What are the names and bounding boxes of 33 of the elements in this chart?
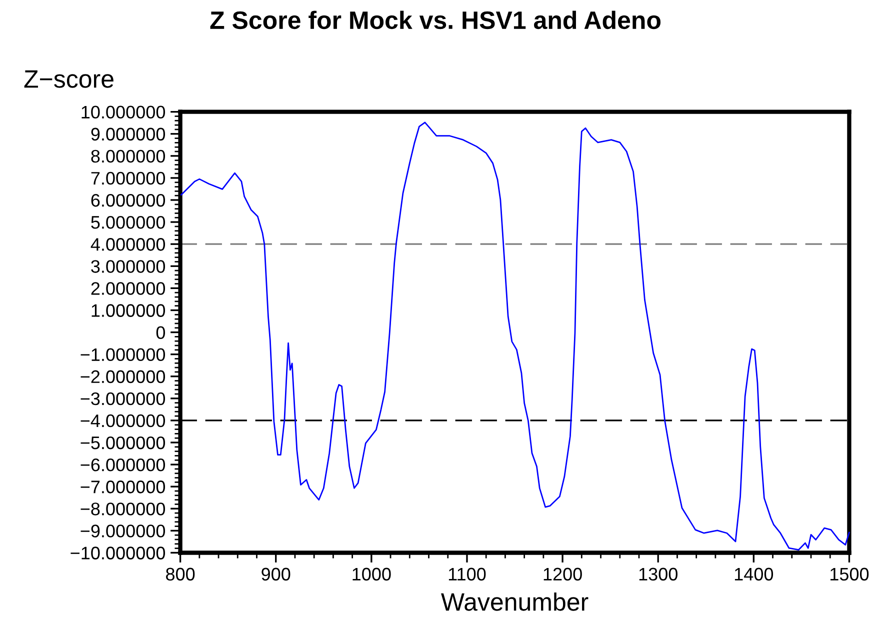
y-tick-label: −2.000000 — [80, 370, 166, 384]
y-tick-label: −4.000000 — [80, 414, 166, 428]
y-tick-label: −7.000000 — [80, 480, 166, 494]
y-tick-label: −9.000000 — [80, 524, 166, 538]
y-tick-label: 3.000000 — [91, 260, 166, 273]
y-tick-label: 2.000000 — [91, 282, 166, 295]
y-tick-label: 5.000000 — [91, 216, 166, 229]
y-tick-label: −6.000000 — [80, 458, 166, 472]
y-tick-label: −8.000000 — [80, 502, 166, 516]
x-tick-label: 1400 — [734, 568, 774, 581]
x-axis-title: Wavenumber — [441, 592, 588, 611]
y-tick-label: 8.000000 — [91, 150, 166, 163]
y-tick-label: −3.000000 — [80, 392, 166, 406]
chart-title: Z Score for Mock vs. HSV1 and Adeno — [210, 10, 661, 30]
y-tick-label: 6.000000 — [91, 194, 166, 207]
y-tick-label: −10.000000 — [70, 546, 166, 560]
x-tick-label: 900 — [262, 568, 290, 581]
y-tick-label: 10.000000 — [82, 106, 166, 119]
y-tick-label: 0 — [156, 326, 166, 339]
y-tick-label: 9.000000 — [91, 128, 166, 141]
y-axis-title: Z−score — [24, 70, 114, 88]
y-tick-label: 1.000000 — [92, 304, 166, 317]
x-tick-label: 1300 — [639, 568, 678, 581]
x-tick-label: 1000 — [352, 568, 391, 581]
x-tick-label: 800 — [166, 568, 195, 581]
y-tick-label: −5.000000 — [80, 436, 166, 450]
x-tick-label: 1500 — [830, 568, 869, 581]
y-tick-label: −1.000000 — [80, 348, 166, 362]
y-tick-label: 4.000000 — [90, 238, 166, 251]
y-tick-label: 7.000000 — [91, 172, 166, 185]
line-series — [180, 122, 850, 551]
x-tick-label: 1200 — [544, 568, 582, 581]
x-tick-label: 1100 — [448, 568, 486, 581]
